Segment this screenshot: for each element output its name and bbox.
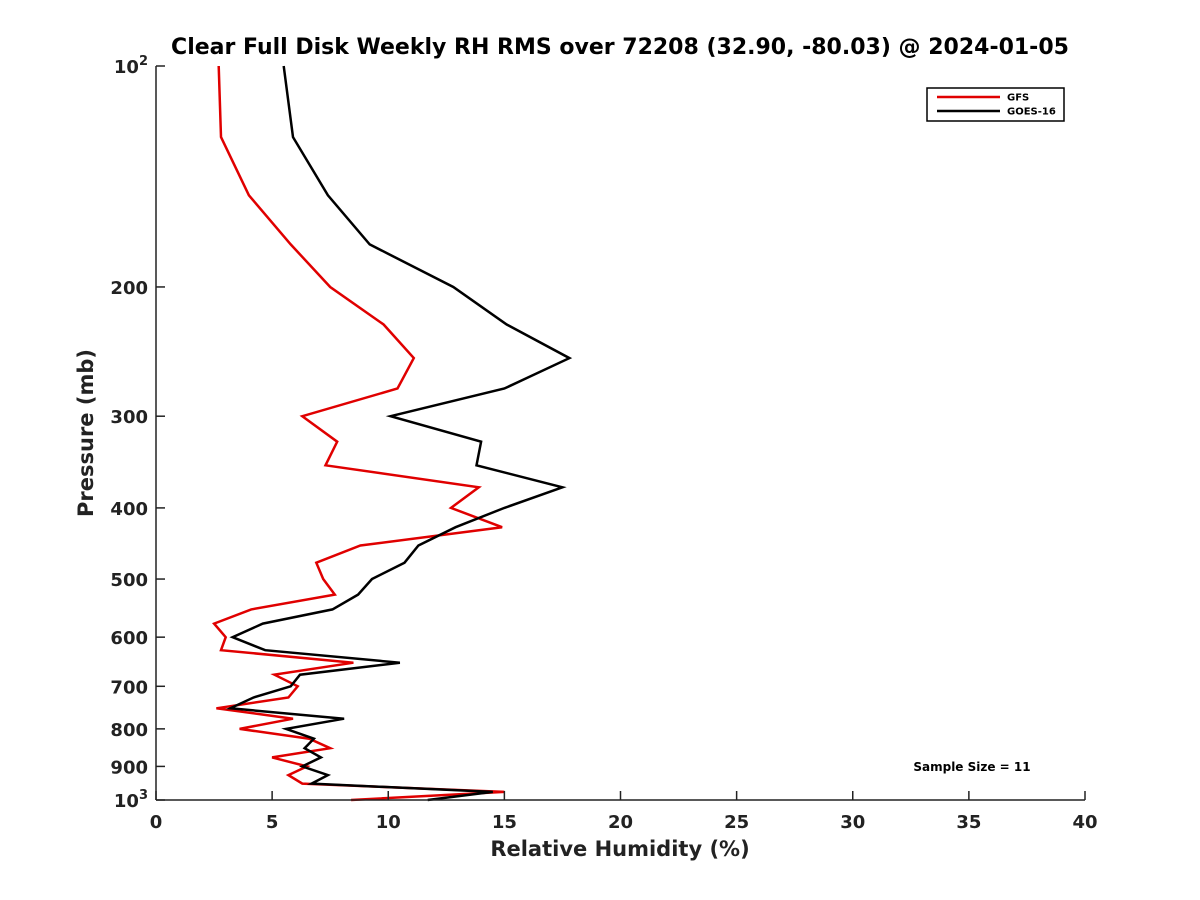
x-tick-label: 15: [492, 812, 517, 833]
plot-background: [156, 66, 1085, 800]
x-axis-label: Relative Humidity (%): [490, 837, 749, 861]
y-tick-label: 102: [114, 54, 148, 78]
series-layer: [212, 65, 573, 802]
y-tick-label: 600: [110, 628, 148, 649]
x-tick-label: 35: [956, 812, 981, 833]
x-tick-label: 40: [1072, 812, 1097, 833]
x-ticks: 0 5 10 15 20 25 30 35 40: [150, 791, 1098, 833]
sample-size-annotation: Sample Size = 11: [913, 760, 1030, 774]
x-tick-label: 0: [150, 812, 163, 833]
legend-label-gfs: GFS: [1007, 93, 1029, 104]
legend-label-goes-16: GOES-16: [1007, 107, 1056, 118]
y-tick-label: 700: [110, 677, 148, 698]
x-tick-label: 20: [608, 812, 633, 833]
y-tick-label: 200: [110, 278, 148, 299]
y-tick-label: 400: [110, 499, 148, 520]
chart-title: Clear Full Disk Weekly RH RMS over 72208…: [171, 35, 1069, 60]
x-tick-label: 25: [724, 812, 749, 833]
legend: GFS GOES-16: [926, 87, 1065, 122]
x-tick-label: 5: [266, 812, 279, 833]
y-tick-label: 500: [110, 570, 148, 591]
y-tick-label: 103: [114, 788, 148, 812]
x-tick-label: 10: [376, 812, 401, 833]
y-tick-label: 800: [110, 720, 148, 741]
y-tick-label: 300: [110, 407, 148, 428]
y-tick-label: 900: [110, 757, 148, 778]
y-axis-label: Pressure (mb): [74, 349, 98, 517]
x-tick-label: 30: [840, 812, 865, 833]
y-ticks: 102 200 300 400 500 600 700 800 900 103: [110, 54, 165, 812]
legend-box: [926, 87, 1065, 122]
series-line-gfs: [212, 65, 505, 802]
series-line-goes-16: [225, 65, 573, 802]
